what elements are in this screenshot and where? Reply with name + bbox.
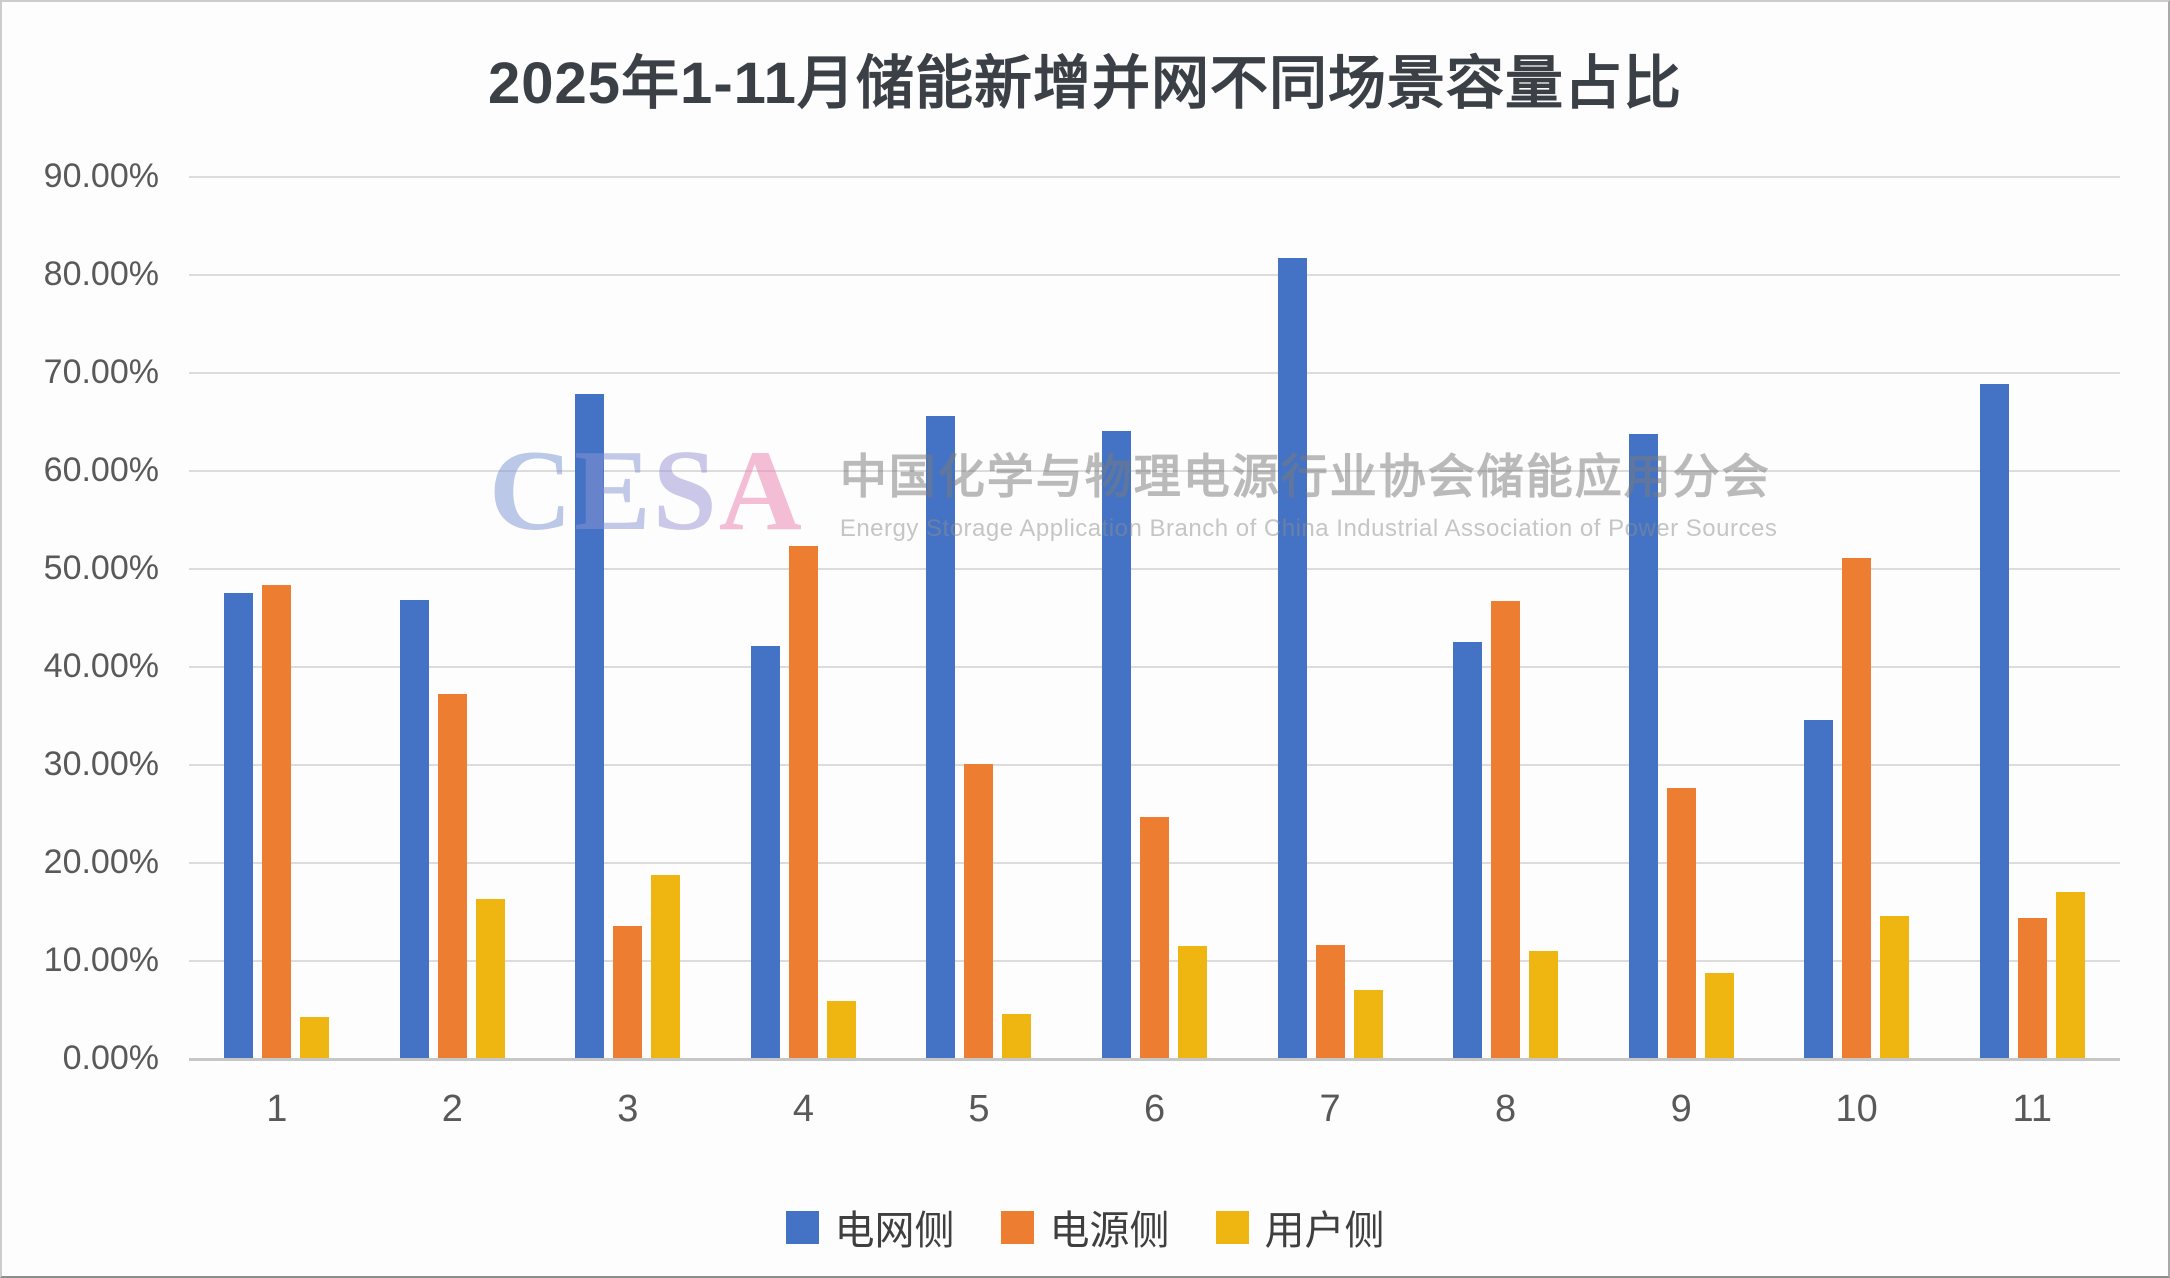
- legend-swatch-power-side: [1000, 1210, 1034, 1244]
- bar: [1178, 946, 1207, 1058]
- gridline: [189, 372, 2120, 374]
- legend-label-user-side: 用户侧: [1264, 1209, 1385, 1253]
- bar: [399, 600, 429, 1058]
- bar: [1491, 601, 1521, 1058]
- y-tick-label: 40.00%: [43, 647, 159, 685]
- x-tick-label: 6: [1143, 1088, 1166, 1130]
- x-tick-label: 3: [617, 1088, 639, 1130]
- gridline: [189, 470, 2120, 472]
- bar-group-month-11: [1944, 176, 2120, 1058]
- gridline: [189, 568, 2120, 570]
- y-tick-label: 80.00%: [43, 255, 159, 293]
- bar-group-month-5: [891, 176, 1067, 1058]
- x-tick-label: 7: [1319, 1088, 1341, 1130]
- bar: [1140, 816, 1169, 1058]
- legend-item-user-side: 用户侧: [1215, 1198, 1385, 1256]
- bar: [1002, 1013, 1032, 1058]
- legend: 电网侧 电源侧 用户侧: [2, 1198, 2168, 1256]
- chart-title: 2025年1-11月储能新增并网不同场景容量占比: [488, 51, 1682, 116]
- bar: [1529, 951, 1559, 1058]
- bar-group-month-3: [540, 176, 716, 1058]
- bar: [1453, 641, 1483, 1058]
- x-tick-label: 10: [1835, 1088, 1878, 1130]
- bar: [1353, 990, 1383, 1058]
- bar-groups: [189, 176, 2120, 1058]
- x-tick-label: 1: [266, 1088, 288, 1130]
- bar: [1842, 558, 1872, 1058]
- bar-group-month-9: [1593, 176, 1769, 1058]
- bar: [964, 764, 994, 1058]
- gridline: [189, 1058, 2120, 1061]
- gridline: [189, 764, 2120, 766]
- y-tick-label: 60.00%: [43, 451, 159, 489]
- bar: [300, 1016, 330, 1058]
- y-tick-label: 0.00%: [62, 1039, 159, 1077]
- bar: [826, 1001, 856, 1058]
- bar: [1277, 258, 1307, 1058]
- legend-swatch-grid-side: [785, 1210, 819, 1244]
- legend-label-grid-side: 电网侧: [834, 1209, 955, 1253]
- bar: [475, 899, 505, 1058]
- bar-group-month-10: [1769, 176, 1945, 1058]
- bar-group-month-1: [189, 176, 365, 1058]
- bar-group-month-2: [365, 176, 541, 1058]
- x-tick-label: 11: [2012, 1088, 2052, 1130]
- gridline: [189, 274, 2120, 276]
- gridline: [189, 176, 2120, 178]
- x-axis-labels: 1 2 3 4 5 6 7 8 9 10 11: [189, 1088, 2120, 1131]
- bar: [437, 694, 467, 1058]
- y-tick-label: 50.00%: [43, 549, 159, 587]
- bar: [1704, 972, 1734, 1058]
- bar: [750, 646, 780, 1058]
- bar: [2017, 917, 2047, 1058]
- bar: [1102, 430, 1131, 1058]
- bar: [1979, 383, 2009, 1058]
- y-tick-label: 70.00%: [43, 353, 159, 391]
- bar: [1804, 719, 1834, 1058]
- y-tick-label: 20.00%: [43, 843, 159, 881]
- bar: [1880, 915, 1910, 1058]
- x-tick-label: 4: [792, 1088, 814, 1130]
- legend-item-grid-side: 电网侧: [785, 1198, 955, 1256]
- y-tick-label: 30.00%: [43, 745, 159, 783]
- bar: [1628, 433, 1658, 1058]
- gridline: [189, 666, 2120, 668]
- y-tick-label: 90.00%: [43, 157, 159, 195]
- legend-swatch-user-side: [1215, 1210, 1249, 1244]
- bar-group-month-8: [1418, 176, 1594, 1058]
- bar-group-month-7: [1242, 176, 1418, 1058]
- x-tick-label: 8: [1495, 1088, 1517, 1130]
- bar: [1666, 787, 1696, 1058]
- bar: [1315, 945, 1345, 1058]
- bar: [224, 592, 254, 1058]
- x-tick-label: 2: [441, 1088, 463, 1130]
- bar: [651, 874, 681, 1058]
- bar-group-month-6: [1067, 176, 1243, 1058]
- bar: [575, 393, 605, 1058]
- legend-label-power-side: 电源侧: [1049, 1209, 1170, 1253]
- plot-area: [189, 176, 2120, 1061]
- x-tick-label: 5: [968, 1088, 990, 1130]
- bar: [262, 584, 292, 1058]
- bar-group-month-4: [716, 176, 892, 1058]
- legend-item-power-side: 电源侧: [1000, 1198, 1170, 1256]
- bar: [2055, 892, 2085, 1058]
- bar: [613, 925, 643, 1058]
- bar: [926, 416, 956, 1058]
- bar: [788, 546, 818, 1058]
- y-tick-label: 10.00%: [43, 941, 159, 979]
- x-tick-label: 9: [1670, 1088, 1692, 1130]
